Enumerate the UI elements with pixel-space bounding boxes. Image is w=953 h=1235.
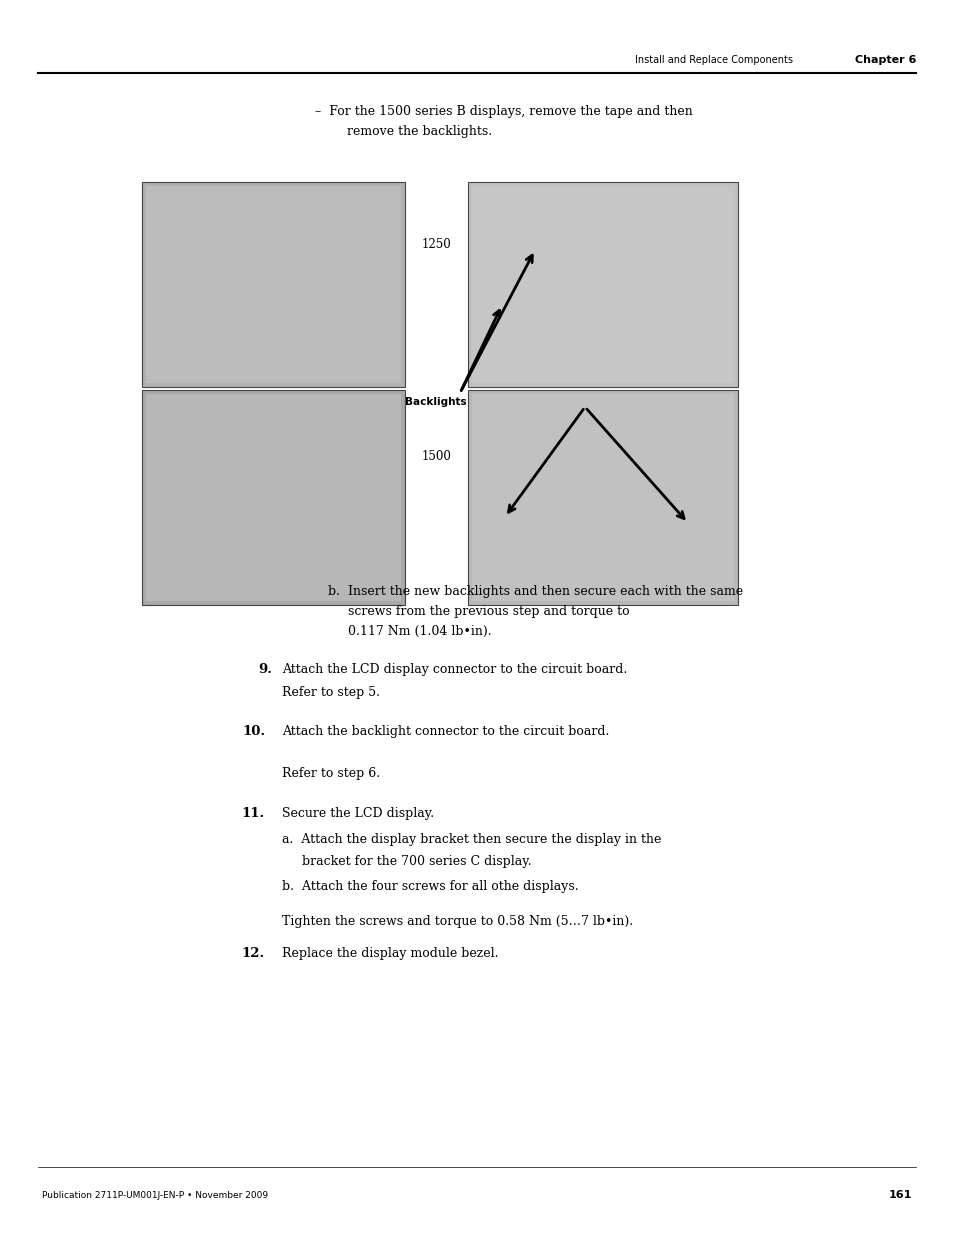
Text: screws from the previous step and torque to: screws from the previous step and torque… (328, 605, 629, 618)
Bar (472, 394, 733, 601)
Bar (142, 390, 405, 605)
Text: Attach the LCD display connector to the circuit board.: Attach the LCD display connector to the … (282, 663, 626, 676)
Bar (146, 186, 400, 383)
Bar (468, 390, 738, 605)
Text: Refer to step 6.: Refer to step 6. (282, 767, 379, 781)
Text: 12.: 12. (241, 947, 265, 960)
Text: 0.117 Nm (1.04 lb•in).: 0.117 Nm (1.04 lb•in). (328, 625, 491, 638)
Text: b.  Insert the new backlights and then secure each with the same: b. Insert the new backlights and then se… (328, 585, 742, 598)
Text: bracket for the 700 series C display.: bracket for the 700 series C display. (282, 855, 531, 868)
Text: Chapter 6: Chapter 6 (854, 56, 916, 65)
Bar (146, 394, 400, 601)
Text: Replace the display module bezel.: Replace the display module bezel. (282, 947, 498, 960)
Bar (142, 182, 405, 387)
Text: Secure the LCD display.: Secure the LCD display. (282, 806, 434, 820)
Text: 9.: 9. (257, 663, 272, 676)
Text: Tighten the screws and torque to 0.58 Nm (5…7 lb•in).: Tighten the screws and torque to 0.58 Nm… (282, 915, 633, 927)
Text: Publication 2711P-UM001J-EN-P • November 2009: Publication 2711P-UM001J-EN-P • November… (42, 1191, 268, 1199)
Text: Install and Replace Components: Install and Replace Components (635, 56, 792, 65)
Text: Refer to step 5.: Refer to step 5. (282, 685, 379, 699)
Text: 1500: 1500 (421, 451, 452, 463)
Bar (472, 186, 733, 383)
Text: 1250: 1250 (421, 238, 452, 252)
Text: 10.: 10. (242, 725, 265, 739)
Text: Attach the backlight connector to the circuit board.: Attach the backlight connector to the ci… (282, 725, 609, 739)
Text: –  For the 1500 series B displays, remove the tape and then: – For the 1500 series B displays, remove… (314, 105, 692, 119)
Bar (468, 182, 738, 387)
Text: 161: 161 (887, 1191, 911, 1200)
Text: remove the backlights.: remove the backlights. (335, 125, 492, 138)
Text: b.  Attach the four screws for all othe displays.: b. Attach the four screws for all othe d… (282, 881, 578, 893)
Text: 11.: 11. (241, 806, 265, 820)
Text: Backlights: Backlights (405, 396, 466, 408)
Text: a.  Attach the display bracket then secure the display in the: a. Attach the display bracket then secur… (282, 832, 660, 846)
